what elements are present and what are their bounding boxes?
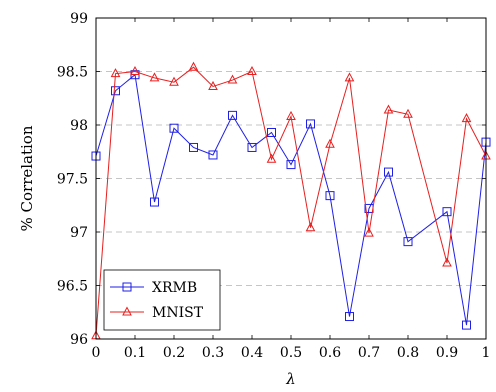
data-point-mnist	[149, 72, 160, 82]
data-point-xrmb	[150, 197, 159, 207]
data-point-xrmb	[442, 207, 452, 217]
x-tick-label: 0.2	[163, 345, 185, 361]
data-point-mnist	[383, 104, 394, 114]
data-point-mnist	[208, 80, 218, 90]
x-tick-label: 0.1	[124, 345, 146, 361]
data-point-xrmb	[325, 191, 335, 201]
data-point-mnist	[227, 74, 238, 84]
data-point-mnist	[266, 153, 277, 163]
data-point-xrmb	[462, 320, 471, 330]
data-point-xrmb	[306, 119, 315, 129]
x-tick-label: 0.6	[319, 345, 341, 361]
data-point-mnist	[130, 65, 140, 75]
x-tick-label: 0.5	[280, 345, 302, 361]
data-point-xrmb	[267, 127, 276, 137]
series-xrmb	[91, 70, 491, 330]
series-layer	[91, 61, 491, 340]
legend: XRMB MNIST	[103, 269, 221, 331]
data-point-xrmb	[228, 110, 237, 120]
y-tick-label: 98.5	[57, 65, 88, 81]
data-point-mnist	[461, 113, 472, 123]
y-tick-label: 98	[70, 118, 88, 134]
y-tick-label: 99	[70, 11, 88, 27]
data-point-mnist	[403, 108, 413, 118]
data-point-xrmb	[189, 142, 198, 152]
series-line-xrmb	[95, 73, 487, 326]
legend-label-xrmb: XRMB	[152, 280, 197, 296]
series-mnist	[91, 61, 491, 340]
x-tick-label: 0.8	[397, 345, 419, 361]
data-point-mnist	[286, 110, 296, 120]
data-point-xrmb	[384, 167, 393, 177]
data-point-xrmb	[169, 123, 179, 133]
data-point-mnist	[110, 68, 121, 78]
data-point-mnist	[325, 138, 335, 148]
x-tick-label: 0	[92, 345, 101, 361]
y-tick-label: 97.5	[57, 172, 88, 188]
data-point-xrmb	[345, 312, 354, 322]
data-point-xrmb	[111, 86, 120, 96]
x-axis-label: λ	[285, 370, 296, 388]
data-point-mnist	[305, 222, 316, 232]
y-axis-label: % Correlation	[18, 125, 36, 231]
y-tick-label: 97	[70, 225, 88, 241]
data-point-xrmb	[403, 237, 413, 247]
y-tick-label: 96	[70, 332, 88, 348]
data-point-xrmb	[247, 142, 257, 152]
axis-ticks: 96 96.5 97 97.5 98 98.5 99 0 0.1 0.2 0.3 0.4 0.5 0.6 0…	[57, 11, 491, 361]
data-point-mnist	[344, 72, 355, 82]
x-tick-label: 0.7	[358, 345, 380, 361]
legend-marker-mnist	[122, 306, 132, 316]
data-point-xrmb	[208, 150, 218, 160]
data-point-mnist	[247, 65, 257, 75]
data-point-mnist	[188, 61, 199, 71]
y-tick-label: 96.5	[57, 279, 88, 295]
grid-lines	[96, 71, 486, 286]
data-point-xrmb	[286, 160, 296, 170]
legend-box	[103, 269, 221, 331]
x-tick-label: 1	[482, 345, 491, 361]
x-tick-label: 0.3	[202, 345, 224, 361]
legend-marker-xrmb	[122, 282, 132, 292]
legend-label-mnist: MNIST	[152, 305, 204, 321]
data-point-mnist	[442, 257, 452, 267]
x-tick-label: 0.4	[241, 345, 263, 361]
data-point-mnist	[169, 76, 179, 86]
data-point-mnist	[364, 227, 374, 237]
x-tick-label: 0.9	[436, 345, 458, 361]
